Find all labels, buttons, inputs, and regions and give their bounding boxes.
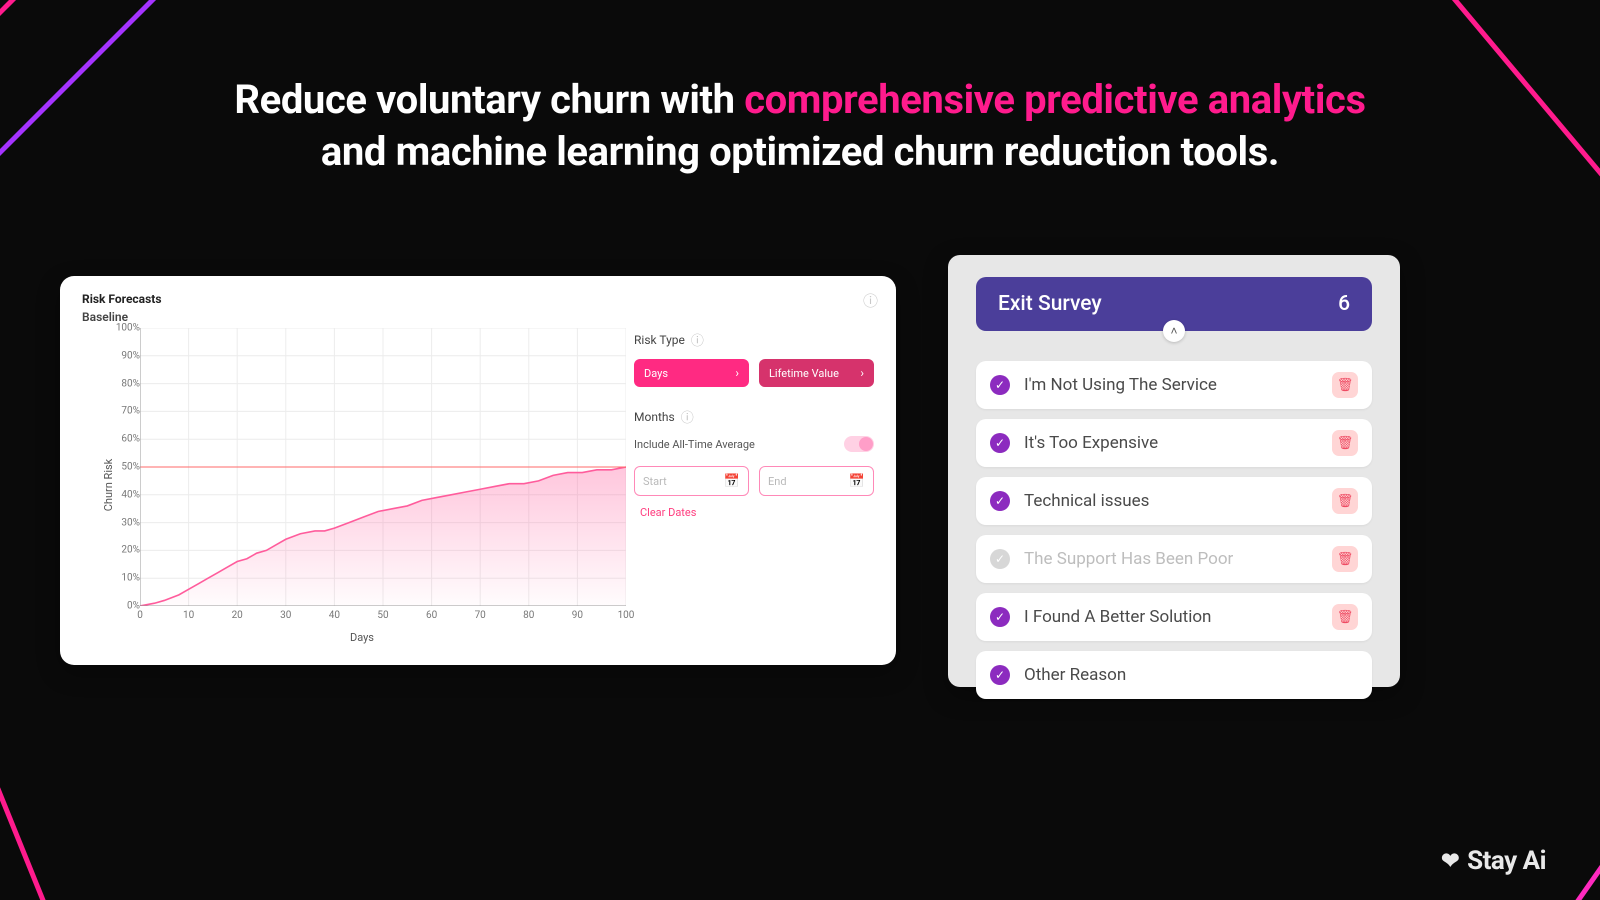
x-tick-label: 20 xyxy=(232,610,243,621)
survey-header[interactable]: Exit Survey 6 ˄ xyxy=(976,277,1372,331)
check-icon: ✓ xyxy=(990,433,1010,453)
survey-item-label: Other Reason xyxy=(1024,665,1358,685)
x-tick-label: 30 xyxy=(280,610,291,621)
survey-item[interactable]: ✓ I'm Not Using The Service🗑 xyxy=(976,361,1372,409)
headline-pre: Reduce voluntary churn with xyxy=(234,76,744,123)
months-label: Months ⓘ xyxy=(634,407,874,426)
calendar-icon: 📅 xyxy=(849,474,865,489)
info-icon[interactable]: ⓘ xyxy=(691,330,704,349)
trash-icon[interactable]: 🗑 xyxy=(1332,604,1358,630)
card-subtitle: Baseline xyxy=(82,310,874,324)
all-time-avg-label: Include All-Time Average xyxy=(634,438,755,451)
x-tick-label: 90 xyxy=(572,610,583,621)
risk-forecast-card: Risk Forecasts Baseline ⓘ Churn Risk 0%1… xyxy=(60,276,896,665)
headline-accent: comprehensive predictive analytics xyxy=(744,76,1365,123)
check-icon: ✓ xyxy=(990,375,1010,395)
x-axis-label: Days xyxy=(82,631,642,644)
x-tick-label: 50 xyxy=(377,610,388,621)
y-tick-label: 10% xyxy=(121,573,140,584)
survey-item[interactable]: ✓ It's Too Expensive🗑 xyxy=(976,419,1372,467)
x-tick-label: 70 xyxy=(475,610,486,621)
collapse-icon[interactable]: ˄ xyxy=(1163,320,1185,342)
end-date-input[interactable]: End 📅 xyxy=(759,466,874,496)
chevron-right-icon: › xyxy=(860,366,864,380)
trash-icon[interactable]: 🗑 xyxy=(1332,546,1358,572)
headline-post: and machine learning optimized churn red… xyxy=(321,128,1279,175)
all-time-avg-toggle[interactable] xyxy=(844,436,874,452)
page-headline: Reduce voluntary churn with comprehensiv… xyxy=(0,74,1600,178)
survey-item-label: It's Too Expensive xyxy=(1024,433,1332,453)
y-tick-label: 80% xyxy=(121,378,140,389)
x-tick-label: 100 xyxy=(618,610,635,621)
toggle-knob xyxy=(859,437,873,451)
check-icon: ✓ xyxy=(990,607,1010,627)
trash-icon[interactable]: 🗑 xyxy=(1332,488,1358,514)
survey-count: 6 xyxy=(1338,292,1350,316)
check-icon: ✓ xyxy=(990,665,1010,685)
risk-type-ltv-button[interactable]: Lifetime Value › xyxy=(759,359,874,387)
x-tick-label: 60 xyxy=(426,610,437,621)
chart-plot xyxy=(140,328,626,606)
y-tick-label: 30% xyxy=(121,517,140,528)
trash-icon[interactable]: 🗑 xyxy=(1332,430,1358,456)
heart-icon: ❤ xyxy=(1441,849,1459,874)
survey-item[interactable]: ✓ The Support Has Been Poor🗑 xyxy=(976,535,1372,583)
y-tick-label: 90% xyxy=(121,350,140,361)
y-tick-label: 20% xyxy=(121,545,140,556)
x-tick-label: 0 xyxy=(137,610,143,621)
start-date-input[interactable]: Start 📅 xyxy=(634,466,749,496)
clear-dates-link[interactable]: Clear Dates xyxy=(640,506,696,519)
y-tick-label: 100% xyxy=(116,323,140,334)
risk-type-days-button[interactable]: Days › xyxy=(634,359,749,387)
risk-type-label: Risk Type ⓘ xyxy=(634,330,874,349)
survey-item-label: I Found A Better Solution xyxy=(1024,607,1332,627)
check-icon: ✓ xyxy=(990,491,1010,511)
trash-icon[interactable]: 🗑 xyxy=(1332,372,1358,398)
check-icon: ✓ xyxy=(990,549,1010,569)
y-tick-label: 50% xyxy=(121,462,140,473)
survey-title: Exit Survey xyxy=(998,292,1102,316)
y-tick-label: 70% xyxy=(121,406,140,417)
brand-text: Stay Ai xyxy=(1467,846,1546,876)
info-icon[interactable]: ⓘ xyxy=(863,290,878,311)
info-icon[interactable]: ⓘ xyxy=(681,407,694,426)
x-tick-label: 40 xyxy=(329,610,340,621)
survey-item-label: The Support Has Been Poor xyxy=(1024,549,1332,569)
survey-item[interactable]: ✓ Other Reason xyxy=(976,651,1372,699)
survey-item-label: I'm Not Using The Service xyxy=(1024,375,1332,395)
calendar-icon: 📅 xyxy=(724,474,740,489)
y-tick-label: 60% xyxy=(121,434,140,445)
x-tick-label: 80 xyxy=(523,610,534,621)
brand-logo: ❤ Stay Ai xyxy=(1441,846,1546,876)
chevron-right-icon: › xyxy=(735,366,739,380)
survey-item-label: Technical issues xyxy=(1024,491,1332,511)
exit-survey-card: Exit Survey 6 ˄ ✓ I'm Not Using The Servi… xyxy=(948,255,1400,687)
x-tick-label: 10 xyxy=(183,610,194,621)
y-tick-label: 40% xyxy=(121,489,140,500)
chart-controls: Risk Type ⓘ Days › Lifetime Value › Mont… xyxy=(634,330,874,520)
card-title: Risk Forecasts xyxy=(82,292,874,306)
chart-area: Churn Risk 0%10%20%30%40%50%60%70%80%90%… xyxy=(82,326,642,644)
survey-item[interactable]: ✓ I Found A Better Solution🗑 xyxy=(976,593,1372,641)
survey-item[interactable]: ✓ Technical issues🗑 xyxy=(976,477,1372,525)
